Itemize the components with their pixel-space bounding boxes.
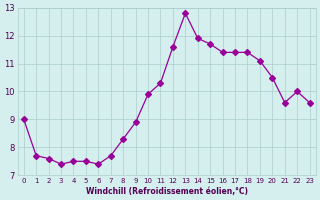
X-axis label: Windchill (Refroidissement éolien,°C): Windchill (Refroidissement éolien,°C) [86, 187, 248, 196]
